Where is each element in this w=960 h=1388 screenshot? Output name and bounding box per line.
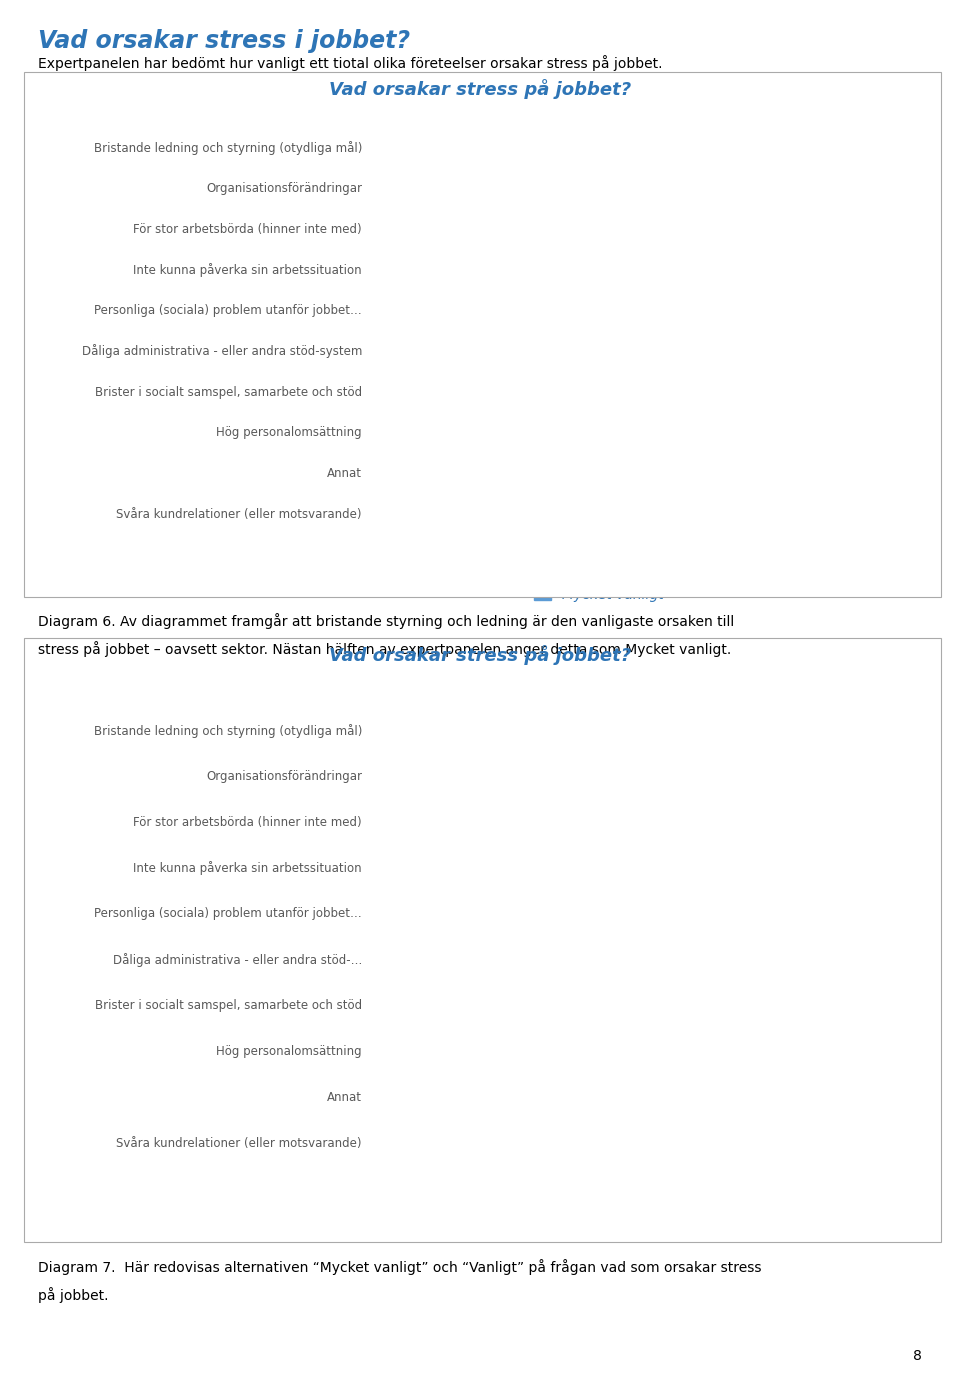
- Bar: [424, 1038, 613, 1065]
- Text: Hög personalomsättning: Hög personalomsättning: [216, 426, 362, 439]
- Bar: [370, 300, 576, 322]
- Text: Bristande ledning och styrning (otydliga mål): Bristande ledning och styrning (otydliga…: [93, 142, 362, 155]
- Text: Hög personalomsättning: Hög personalomsättning: [216, 1045, 362, 1058]
- Bar: [424, 901, 597, 927]
- Text: Dåliga administrativa - eller andra stöd-…: Dåliga administrativa - eller andra stöd…: [112, 952, 362, 967]
- Text: Bristande ledning och styrning (otydliga mål): Bristande ledning och styrning (otydliga…: [93, 723, 362, 738]
- Bar: [370, 340, 554, 362]
- Text: 8: 8: [913, 1349, 922, 1363]
- Bar: [478, 763, 804, 790]
- Bar: [370, 763, 478, 790]
- Text: Personliga (sociala) problem utanför jobbet…: Personliga (sociala) problem utanför job…: [94, 304, 362, 318]
- Text: Vad orsakar stress på jobbet?: Vad orsakar stress på jobbet?: [329, 645, 631, 665]
- Bar: [370, 1084, 396, 1110]
- Text: Brister i socialt samspel, samarbete och stöd: Brister i socialt samspel, samarbete och…: [95, 386, 362, 398]
- Bar: [370, 380, 532, 404]
- Bar: [440, 809, 777, 836]
- Bar: [424, 855, 695, 881]
- Bar: [370, 809, 440, 836]
- Text: Diagram 6. Av diagrammet framgår att bristande styrning och ledning är den vanli: Diagram 6. Av diagrammet framgår att bri…: [38, 613, 734, 629]
- Bar: [370, 422, 532, 444]
- Bar: [424, 947, 597, 973]
- Bar: [396, 1084, 435, 1110]
- Bar: [370, 218, 695, 240]
- Text: Organisationsförändringar: Organisationsförändringar: [206, 182, 362, 196]
- Text: stress på jobbet – oavsett sektor. Nästan hälften av expertpanelen anger detta s: stress på jobbet – oavsett sektor. Nästa…: [38, 641, 732, 657]
- Bar: [370, 947, 424, 973]
- Bar: [489, 718, 830, 744]
- Bar: [370, 1038, 424, 1065]
- Bar: [370, 901, 424, 927]
- Text: Inte kunna påverka sin arbetssituation: Inte kunna påverka sin arbetssituation: [133, 264, 362, 278]
- Text: Expertpanelen har bedömt hur vanligt ett tiotal olika företeelser orsakar stress: Expertpanelen har bedömt hur vanligt ett…: [38, 56, 663, 71]
- Text: För stor arbetsbörda (hinner inte med): För stor arbetsbörda (hinner inte med): [133, 223, 362, 236]
- Text: Diagram 7.  Här redovisas alternativen “Mycket vanligt” och “Vanligt” på frågan : Diagram 7. Här redovisas alternativen “M…: [38, 1259, 762, 1274]
- Text: Inte kunna påverka sin arbetssituation: Inte kunna påverka sin arbetssituation: [133, 861, 362, 876]
- Text: Svåra kundrelationer (eller motsvarande): Svåra kundrelationer (eller motsvarande): [116, 508, 362, 520]
- Text: på jobbet.: på jobbet.: [38, 1287, 108, 1302]
- Bar: [396, 1130, 468, 1156]
- Text: Brister i socialt samspel, samarbete och stöd: Brister i socialt samspel, samarbete och…: [95, 999, 362, 1012]
- Legend: Mycket vanligt, Vanligt: Mycket vanligt, Vanligt: [452, 1219, 689, 1244]
- Bar: [370, 718, 489, 744]
- Text: Annat: Annat: [327, 466, 362, 480]
- Bar: [370, 855, 424, 881]
- Bar: [370, 462, 456, 484]
- Text: Organisationsförändringar: Organisationsförändringar: [206, 770, 362, 783]
- Text: Vad orsakar stress på jobbet?: Vad orsakar stress på jobbet?: [329, 79, 631, 99]
- Text: Vad orsakar stress i jobbet?: Vad orsakar stress i jobbet?: [38, 29, 411, 53]
- Text: Annat: Annat: [327, 1091, 362, 1103]
- Bar: [370, 258, 619, 282]
- Text: För stor arbetsbörda (hinner inte med): För stor arbetsbörda (hinner inte med): [133, 816, 362, 829]
- Bar: [370, 502, 424, 525]
- Text: Dåliga administrativa - eller andra stöd-system: Dåliga administrativa - eller andra stöd…: [82, 344, 362, 358]
- Text: Svåra kundrelationer (eller motsvarande): Svåra kundrelationer (eller motsvarande): [116, 1137, 362, 1149]
- Bar: [424, 992, 684, 1019]
- Bar: [370, 137, 879, 160]
- Legend: Mycket vanligt: Mycket vanligt: [528, 582, 669, 607]
- Text: Personliga (sociala) problem utanför jobbet…: Personliga (sociala) problem utanför job…: [94, 908, 362, 920]
- Bar: [370, 178, 760, 200]
- Bar: [370, 1130, 396, 1156]
- Bar: [370, 992, 424, 1019]
